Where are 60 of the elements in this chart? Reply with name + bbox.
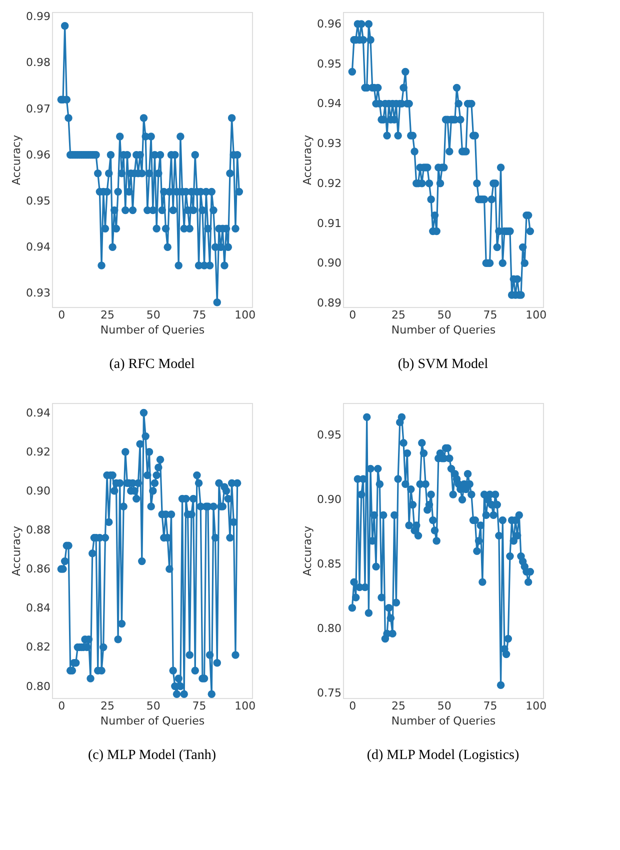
y-tick-label: 0.80 — [26, 680, 50, 693]
x-tick-label: 25 — [100, 700, 115, 712]
y-tick-label: 0.94 — [26, 240, 50, 254]
x-tick-label: 75 — [192, 308, 206, 322]
y-tick-label: 0.98 — [26, 56, 50, 70]
y-tick-label: 0.91 — [317, 216, 342, 230]
y-tick-label: 0.96 — [26, 148, 50, 162]
y-axis-title: Accuracy — [301, 134, 314, 186]
x-tick-label: 100 — [526, 308, 547, 322]
y-axis-title: Accuracy — [10, 525, 24, 576]
x-tick-label: 100 — [234, 308, 256, 322]
y-tick-label: 0.92 — [26, 445, 50, 458]
y-tick-label: 0.89 — [317, 296, 342, 310]
x-tick-label: 75 — [483, 308, 498, 322]
y-tick-label: 0.93 — [317, 137, 342, 150]
text: (c) MLP Model (Tanh) — [88, 748, 216, 763]
y-tick-label: 0.96 — [317, 17, 342, 30]
y-tick-label: 0.95 — [26, 194, 50, 208]
x-axis-title: Number of Queries — [391, 714, 496, 728]
x-tick-label: 50 — [146, 308, 160, 322]
text: (a) RFC Model — [109, 357, 195, 372]
y-tick-label: 0.88 — [26, 523, 50, 536]
y-tick-label: 0.82 — [26, 640, 50, 654]
y-axis-title: Accuracy — [10, 134, 24, 186]
x-axis-title: Number of Queries — [100, 324, 205, 336]
x-tick-label: 75 — [192, 700, 206, 712]
y-tick-label: 0.94 — [317, 97, 342, 110]
x-tick-label: 50 — [437, 700, 452, 712]
x-tick-label: 0 — [58, 700, 66, 712]
y-tick-label: 0.85 — [317, 558, 342, 571]
y-tick-label: 0.84 — [26, 602, 50, 615]
x-tick-label: 100 — [526, 700, 547, 712]
y-axis-title: Accuracy — [301, 525, 314, 576]
y-tick-label: 0.94 — [26, 406, 50, 420]
text: (d) MLP Model (Logistics) — [366, 748, 520, 763]
x-tick-label: 25 — [392, 308, 406, 322]
x-axis-title: Number of Queries — [391, 324, 496, 336]
x-tick-label: 50 — [146, 700, 160, 712]
x-tick-label: 25 — [100, 308, 115, 322]
y-tick-label: 0.90 — [26, 484, 50, 498]
y-tick-label: 0.95 — [317, 57, 342, 70]
y-tick-label: 0.86 — [26, 562, 50, 576]
x-tick-label: 75 — [483, 700, 498, 712]
x-tick-label: 0 — [349, 308, 356, 322]
y-tick-label: 0.99 — [26, 10, 50, 24]
y-tick-label: 0.90 — [317, 493, 342, 506]
y-tick-label: 0.97 — [26, 102, 50, 116]
y-tick-label: 0.75 — [317, 686, 342, 700]
x-tick-label: 0 — [58, 308, 66, 322]
y-tick-label: 0.80 — [317, 622, 342, 635]
y-tick-label: 0.95 — [317, 428, 342, 442]
y-tick-label: 0.93 — [26, 286, 50, 300]
text: (b) SVM Model — [398, 357, 488, 372]
x-tick-label: 100 — [234, 700, 256, 712]
y-tick-label: 0.90 — [317, 256, 342, 270]
x-tick-label: 25 — [392, 700, 406, 712]
x-tick-label: 50 — [437, 308, 452, 322]
x-tick-label: 0 — [349, 700, 356, 712]
y-tick-label: 0.92 — [317, 176, 342, 190]
x-axis-title: Number of Queries — [100, 714, 205, 728]
